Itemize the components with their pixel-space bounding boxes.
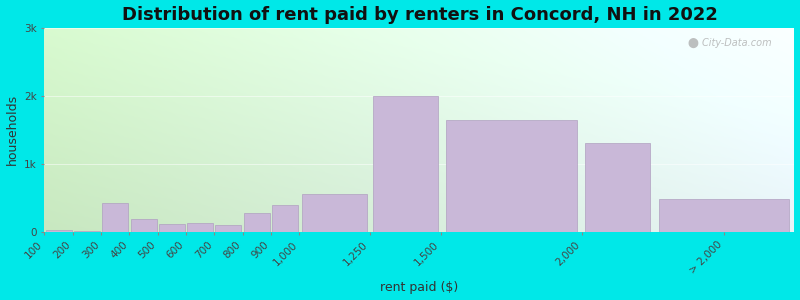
- Bar: [215, 225, 242, 232]
- Y-axis label: households: households: [6, 94, 18, 165]
- Bar: [46, 230, 72, 232]
- Title: Distribution of rent paid by renters in Concord, NH in 2022: Distribution of rent paid by renters in …: [122, 6, 718, 24]
- Bar: [446, 120, 577, 232]
- Bar: [74, 231, 100, 232]
- Bar: [373, 96, 438, 232]
- Bar: [102, 202, 128, 232]
- X-axis label: rent paid ($): rent paid ($): [380, 281, 458, 294]
- Text: ⬤ City-Data.com: ⬤ City-Data.com: [688, 38, 772, 48]
- Bar: [187, 223, 213, 232]
- Bar: [130, 219, 157, 232]
- Bar: [302, 194, 367, 232]
- Bar: [244, 214, 270, 232]
- Bar: [658, 199, 789, 232]
- Bar: [272, 205, 298, 232]
- Bar: [159, 224, 185, 232]
- Bar: [585, 143, 650, 232]
